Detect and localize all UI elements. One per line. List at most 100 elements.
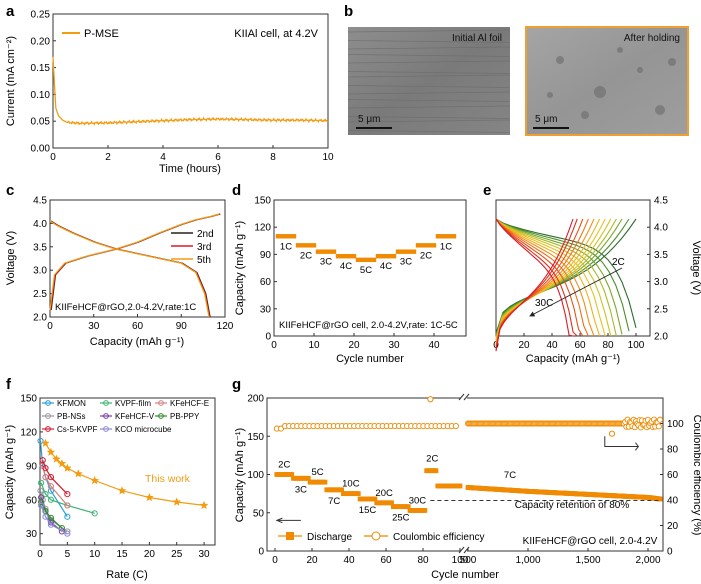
panel-label-a: a [6, 3, 15, 20]
x-tick-label: 90 [176, 321, 188, 332]
x-tick-label: 100 [452, 555, 469, 566]
chart-d-point [403, 249, 409, 254]
sem-texture-spot [547, 92, 553, 98]
chart-d-point [335, 254, 341, 259]
chart-g-discharge-point [289, 472, 295, 477]
y-tick-label: 50 [253, 508, 265, 519]
chart-d-point [415, 243, 421, 248]
chart-d-point [355, 257, 361, 263]
x-tick-label: 40 [343, 555, 355, 566]
chart-f-point [64, 502, 71, 509]
chart-g-ce-point [452, 422, 459, 430]
x-tick-label: 1,000 [515, 555, 540, 566]
y-tick-label: 0.25 [31, 10, 51, 21]
chart-d-point [331, 249, 337, 254]
chart-g-discharge-point [657, 496, 663, 502]
y-tick-label: 150 [254, 196, 271, 207]
x-tick-label: 10 [89, 549, 101, 560]
chart-d-point [283, 234, 289, 239]
sem-texture-line [347, 46, 511, 50]
chart-e-charge-curve [495, 218, 630, 336]
chart-d-point [291, 234, 297, 239]
y-tick-label: 60 [260, 277, 272, 288]
chart-f-legend-KFeHCF-E: KFeHCF-E [170, 399, 209, 408]
chart-f-ylabel: Capacity (mAh g⁻¹) [4, 425, 16, 519]
chart-f-point [74, 469, 83, 478]
chart-d: 0 10 20 30 40 0 30 60 90 120 150 1C 2C 3C 4C 5C 4C 3C 2C 1… [234, 196, 467, 365]
chart-d-frame [273, 199, 467, 337]
sem-initial-label: Initial Al foil [452, 33, 502, 44]
chart-g-right-arrow [604, 436, 640, 451]
chart-d-rate-label: 2C [420, 250, 432, 261]
chart-f-point [90, 476, 99, 485]
chart-f-point [47, 474, 55, 481]
chart-d-point [311, 243, 317, 248]
chart-e-discharge-curve [495, 218, 578, 337]
chart-d-point [327, 249, 333, 254]
chart-g-legend-discharge: Discharge [307, 532, 352, 543]
chart-d-point [375, 254, 381, 259]
axis-break-mark [458, 393, 465, 401]
chart-g-rate-label: 15C [359, 505, 377, 516]
chart-d-point [431, 243, 437, 248]
chart-g-rate-label: 2C [278, 460, 290, 471]
y-tick-label: 4.0 [654, 223, 668, 234]
y-tick-label: 200 [247, 394, 264, 405]
chart-f-legend-PB-NSs: PB-NSs [57, 412, 85, 421]
chart-g-rate-label: 3C [295, 484, 307, 495]
chart-g-ce-point [608, 430, 616, 437]
chart-d-xlabel: Cycle number [336, 353, 404, 365]
panel-label-b: b [344, 3, 353, 20]
chart-e-discharge-curve [495, 218, 612, 337]
x-tick-label: 0 [50, 152, 56, 163]
x-tick-label: 120 [217, 321, 234, 332]
x-tick-label: 6 [215, 152, 221, 163]
y-tick-label: 0 [667, 547, 673, 558]
y-tick-label: 40 [667, 496, 679, 507]
chart-f-xlabel: Rate (C) [106, 569, 148, 581]
chart-f-legend-KFeHCF-V: KFeHCF-V [115, 412, 155, 421]
chart-d-point [339, 254, 345, 259]
chart-f-point [42, 491, 49, 498]
chart-d-point [419, 243, 425, 248]
y-tick-label: 4.0 [33, 219, 47, 230]
axis-break-gap [461, 394, 467, 402]
sem-panel: Initial Al foil 5 μm After holding 5 μm [347, 26, 689, 136]
chart-d-rate-label: 3C [320, 257, 332, 268]
sem-texture-line [347, 40, 511, 43]
chart-f-legend-marker [158, 400, 164, 406]
chart-f-legend-marker [103, 426, 109, 432]
y-tick-label: 90 [26, 461, 38, 472]
chart-c-legend-2nd: 2nd [197, 229, 214, 240]
chart-e-charge-curve [495, 218, 606, 342]
y-tick-label: 0 [265, 332, 271, 343]
chart-g-legend-discharge-marker [286, 532, 294, 540]
chart-d-rate-label: 5C [360, 265, 372, 276]
x-tick-label: 8 [270, 152, 276, 163]
chart-d-rate-label: 4C [340, 261, 352, 272]
y-tick-label: 2.0 [33, 313, 47, 324]
y-tick-label: 150 [247, 432, 264, 443]
chart-g-discharge-point [422, 508, 428, 513]
x-tick-label: 1,500 [575, 555, 600, 566]
chart-f-point [57, 459, 67, 468]
chart-f-point [42, 513, 49, 520]
y-tick-label: 0.20 [31, 36, 51, 47]
chart-e-discharge-curve [495, 218, 617, 337]
x-tick-label: 30 [388, 340, 400, 351]
x-tick-label: 20 [518, 340, 530, 351]
chart-f-legend-marker [158, 413, 164, 419]
x-tick-label: 15 [116, 549, 128, 560]
sem-texture-spot [637, 67, 643, 73]
sem-texture-line [347, 99, 511, 102]
chart-d-point [411, 249, 417, 254]
x-tick-label: 60 [132, 321, 144, 332]
chart-d-ylabel: Capacity (mAh g⁻¹) [234, 221, 246, 315]
chart-g-rate-label: 25C [392, 513, 410, 524]
sem-texture-spot [581, 111, 589, 119]
axis-break-mark [458, 546, 465, 554]
sem-texture-line [347, 91, 511, 95]
chart-g-discharge-point [322, 479, 328, 485]
